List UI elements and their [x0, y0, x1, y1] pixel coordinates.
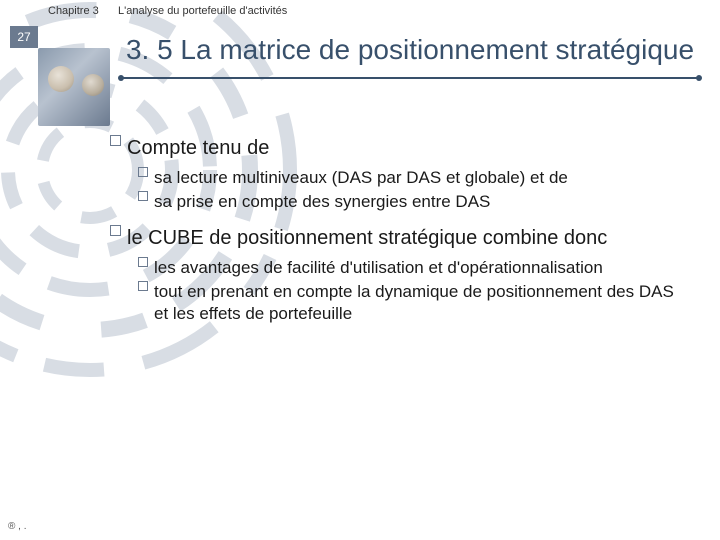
- bullet-level2: sa prise en compte des synergies entre D…: [138, 191, 690, 213]
- bullet-square-icon: [138, 281, 148, 291]
- title-area: 3. 5 La matrice de positionnement straté…: [120, 20, 700, 79]
- bullet-text: les avantages de facilité d'utilisation …: [154, 257, 690, 279]
- bullet-text: tout en prenant en compte la dynamique d…: [154, 281, 690, 325]
- bullet-text: le CUBE de positionnement stratégique co…: [127, 225, 690, 251]
- bullet-level2: sa lecture multiniveaux (DAS par DAS et …: [138, 167, 690, 189]
- bullet-level1: Compte tenu de: [110, 135, 690, 161]
- content: Compte tenu de sa lecture multiniveaux (…: [0, 135, 720, 325]
- page-title: 3. 5 La matrice de positionnement straté…: [120, 32, 700, 67]
- bullet-text: sa prise en compte des synergies entre D…: [154, 191, 690, 213]
- bullet-level2: les avantages de facilité d'utilisation …: [138, 257, 690, 279]
- page-number: 27: [10, 26, 38, 48]
- bullet-square-icon: [138, 191, 148, 201]
- bullet-level2: tout en prenant en compte la dynamique d…: [138, 281, 690, 325]
- bullet-text: sa lecture multiniveaux (DAS par DAS et …: [154, 167, 690, 189]
- bullet-square-icon: [138, 257, 148, 267]
- header: Chapitre 3 L'analyse du portefeuille d'a…: [0, 0, 720, 20]
- bullet-level1: le CUBE de positionnement stratégique co…: [110, 225, 690, 251]
- chapter-label: Chapitre 3: [0, 5, 110, 17]
- bullet-square-icon: [110, 225, 121, 236]
- bullet-square-icon: [138, 167, 148, 177]
- copyright: ® , .: [8, 521, 26, 532]
- bullet-square-icon: [110, 135, 121, 146]
- breadcrumb: L'analyse du portefeuille d'activités: [110, 5, 287, 17]
- decorative-photo: [38, 48, 110, 126]
- bullet-text: Compte tenu de: [127, 135, 690, 161]
- title-rule: [120, 77, 700, 79]
